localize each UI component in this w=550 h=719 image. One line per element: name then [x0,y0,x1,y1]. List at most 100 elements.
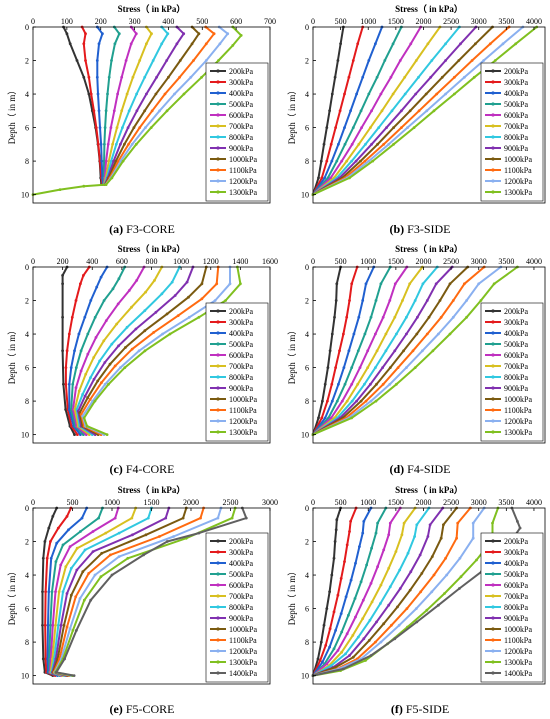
legend-marker [216,364,220,368]
legend-marker [491,638,495,642]
data-point [200,297,204,301]
data-point [93,399,97,403]
caption-letter: (b) [389,222,404,236]
data-point [351,59,355,62]
legend-label: 1000kPa [229,625,257,634]
data-point [334,528,338,532]
legend-marker [491,671,495,675]
data-point [336,649,340,652]
data-point [231,44,235,47]
data-point [126,126,130,129]
data-point [74,595,78,599]
data-point [370,142,373,146]
data-point [435,92,439,96]
data-point [110,59,113,62]
x-tick-label: 3000 [471,257,487,266]
data-point [475,558,478,562]
x-tick-label: 600 [230,17,242,26]
data-point [377,126,381,129]
data-point [44,657,47,661]
data-point [143,109,147,113]
data-point [84,59,87,62]
data-point [98,126,102,129]
legend-label: 1200kPa [504,417,532,426]
data-point [54,590,57,594]
legend-marker [491,190,495,194]
legend-marker [491,397,495,401]
data-point [396,605,399,609]
data-point [178,59,182,62]
data-point [400,533,404,537]
legend-marker [491,342,495,346]
series-line [96,26,105,185]
legend-box [205,302,269,442]
series-line [312,507,499,677]
data-point [173,294,177,297]
x-axis-title: Stress（ in kPa） [118,4,186,14]
data-point [324,644,328,647]
data-point [431,349,435,353]
data-point [350,282,354,286]
data-point [62,623,66,627]
data-point [400,109,403,113]
legend-marker [216,572,220,576]
data-point [215,282,219,286]
legend-marker [491,124,495,128]
data-point [197,32,201,36]
data-point [93,573,97,577]
data-point [105,433,109,436]
data-point [73,349,76,353]
data-point [374,531,378,535]
y-tick-label: 8 [25,638,29,647]
data-point [369,654,373,657]
data-point [134,32,138,36]
caption-letter: (f) [391,702,403,716]
legend-label: 800kPa [504,373,528,382]
data-point [319,640,323,644]
data-point [321,399,324,403]
data-point [95,285,99,289]
x-tick-label: 300 [129,17,141,26]
data-point [426,42,430,46]
y-tick-label: 6 [305,605,309,614]
legend-marker [216,583,220,587]
legend-label: 500kPa [504,570,528,579]
data-point [89,92,93,96]
data-point [406,126,409,129]
data-point [92,356,96,359]
legend-label: 300kPa [504,318,528,327]
data-point [432,573,436,577]
legend-marker [216,320,220,324]
legend-label: 500kPa [229,340,253,349]
legend-marker [491,408,495,412]
data-point [85,424,89,428]
x-tick-label: 1200 [203,257,219,266]
data-point [158,535,161,538]
data-point [68,545,72,548]
legend-label: 800kPa [229,373,253,382]
data-point [348,530,351,533]
data-point [178,75,182,79]
data-point [127,289,131,292]
legend-marker [216,331,220,335]
data-point [374,640,377,644]
data-point [401,299,404,302]
data-point [111,287,115,291]
data-point [329,176,333,180]
data-point [104,183,108,187]
legend-label: 700kPa [229,592,253,601]
legend-label: 1300kPa [504,188,532,197]
legend-label: 200kPa [229,67,253,76]
data-point [430,59,434,62]
data-point [43,540,47,543]
series-line [75,266,181,436]
data-point [412,126,416,129]
data-point [355,399,358,403]
legend-label: 1000kPa [504,155,532,164]
data-point [67,528,70,532]
data-point [187,315,191,319]
data-point [239,34,243,37]
data-point [322,142,326,146]
data-point [391,42,395,46]
data-point [82,416,86,420]
